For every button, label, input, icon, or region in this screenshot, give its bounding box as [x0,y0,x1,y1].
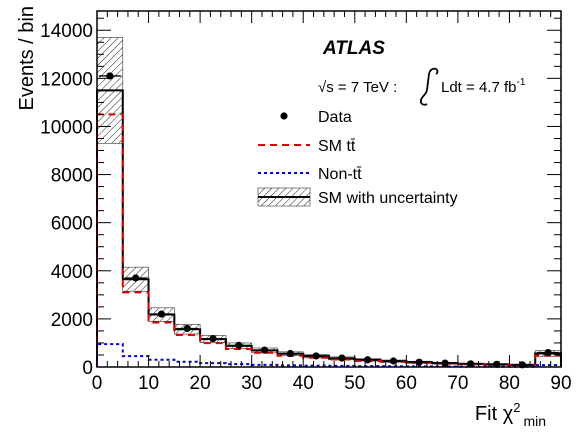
x-tick-label: 60 [396,373,417,394]
x-tick-label: 90 [550,373,571,394]
x-tick-label: 10 [138,373,159,394]
series-line-0 [96,89,562,367]
axis-ticks: 0 10 20 30 40 50 60 70 80 90 0 2000 4000 6000 8000 1000… [40,11,572,394]
data-point [132,274,140,282]
integral-symbol [419,67,439,106]
data-point [441,359,449,367]
y-axis-label: Events / bin [16,6,38,111]
luminosity-label: Ldt = 4.7 fb-1 [441,77,526,96]
data-point [260,346,269,354]
y-tick-label: 0 [82,358,93,379]
x-tick-label: 20 [190,373,211,394]
x-tick-label: 30 [241,373,262,394]
histogram-lines [96,89,562,368]
legend-label: Data [318,109,352,126]
y-tick-label: 12000 [40,69,93,90]
data-point [389,357,398,365]
experiment-label: ATLAS [322,38,385,59]
data-point [209,335,217,343]
y-tick-label: 6000 [51,214,93,235]
data-point [338,354,346,362]
energy-sqrt-label: √s = 7 TeV : [318,79,397,96]
data-point [467,360,475,368]
x-tick-label: 80 [499,373,520,394]
legend-marker-data [280,112,288,120]
plot-frame [96,10,562,368]
data-point [364,356,372,364]
x-tick-label: 50 [344,373,365,394]
legend: Data SM tt̄ Non-tt̄ SM with uncertainty [257,109,458,207]
legend-label: Non-tt̄ [318,166,362,183]
data-point [106,72,114,80]
y-tick-label: 14000 [40,21,93,42]
data-point [183,324,191,333]
legend-label: SM with uncertainty [318,190,458,207]
legend-label: SM tt̄ [318,138,356,155]
series-line-1 [96,113,562,367]
data-point [286,349,294,358]
data-point [544,348,552,357]
data-point [312,352,320,360]
data-point [415,358,423,366]
x-tick-label: 0 [92,373,103,394]
y-tick-label: 2000 [51,310,93,331]
data-point [492,360,501,368]
y-tick-label: 10000 [40,117,93,138]
x-tick-label: 70 [447,373,468,394]
y-tick-label: 8000 [51,166,93,187]
x-axis-label: Fit χ2min [475,400,546,429]
y-tick-label: 4000 [51,262,93,283]
data-point [235,341,243,349]
data-point [157,310,166,318]
energy-label: √s = 7 TeV : Ldt = 4.7 fb-1 [318,67,526,106]
x-tick-label: 40 [293,373,314,394]
